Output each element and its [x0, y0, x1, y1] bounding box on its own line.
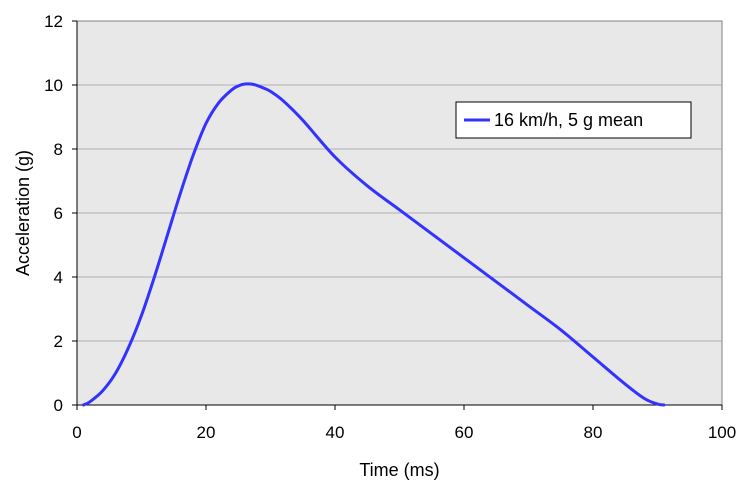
y-axis-ticks: 0 2 4 6 8 10 12 — [44, 12, 77, 415]
gridlines — [77, 84, 722, 342]
series-layer — [81, 82, 666, 407]
y-tick-label: 10 — [44, 76, 63, 95]
series-line-0 — [81, 82, 666, 407]
y-tick-label: 2 — [54, 332, 63, 351]
x-axis-title: Time (ms) — [359, 460, 439, 480]
y-tick-label: 0 — [54, 396, 63, 415]
x-tick-label: 20 — [197, 423, 216, 442]
y-axis-title: Acceleration (g) — [13, 150, 33, 276]
y-tick-label: 4 — [54, 268, 63, 287]
legend-box — [455, 101, 692, 139]
legend: 16 km/h, 5 g mean — [455, 101, 692, 139]
x-tick-label: 100 — [708, 423, 736, 442]
y-tick-label: 6 — [54, 204, 63, 223]
x-tick-label: 0 — [72, 423, 81, 442]
x-tick-label: 40 — [326, 423, 345, 442]
x-axis-ticks: 0 20 40 60 80 100 — [72, 405, 736, 442]
y-tick-label: 8 — [54, 140, 63, 159]
x-tick-label: 60 — [455, 423, 474, 442]
y-tick-label: 12 — [44, 12, 63, 31]
x-tick-label: 80 — [584, 423, 603, 442]
legend-label: 16 km/h, 5 g mean — [494, 110, 643, 130]
